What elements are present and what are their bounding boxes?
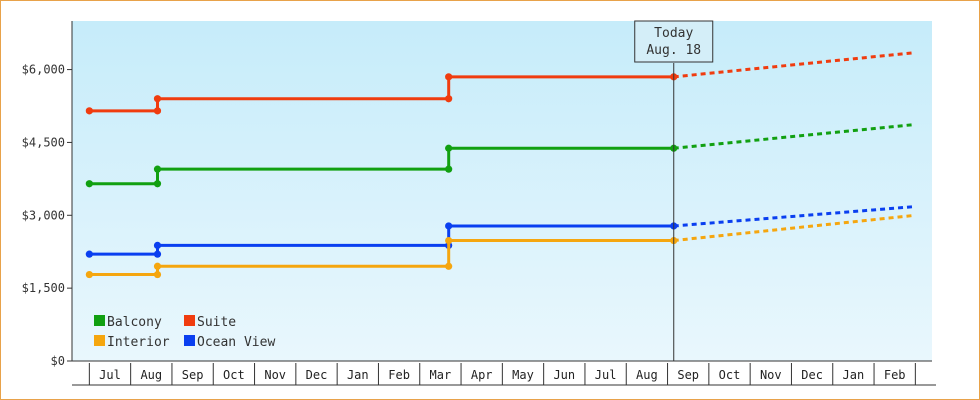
x-tick-label: Mar xyxy=(430,368,452,382)
series-forecast-ocean-view xyxy=(673,205,916,228)
series-line-ocean-view xyxy=(89,224,674,256)
y-tick-label: $0 xyxy=(51,354,65,368)
data-point-balcony xyxy=(85,180,93,188)
data-point-interior xyxy=(85,270,93,279)
data-point-suite xyxy=(445,73,453,81)
series-line-interior xyxy=(89,239,674,276)
x-tick-label: Dec xyxy=(306,368,328,382)
data-point-ocean-view xyxy=(85,250,93,258)
data-point-ocean-view xyxy=(445,222,453,230)
legend-swatch-ocean-view xyxy=(184,335,195,346)
data-point-ocean-view xyxy=(153,241,162,249)
today-label-title: Today xyxy=(654,26,693,41)
plot-background xyxy=(72,21,932,361)
x-tick-label: Jun xyxy=(553,368,575,382)
x-tick-label: Sep xyxy=(182,368,204,382)
legend-swatch-interior xyxy=(94,335,105,346)
data-point-suite xyxy=(445,95,453,103)
data-point-balcony xyxy=(153,165,162,173)
x-tick-label: Oct xyxy=(719,368,741,382)
data-point-balcony xyxy=(445,144,453,152)
y-tick-label: $4,500 xyxy=(22,135,65,149)
x-tick-label: Nov xyxy=(760,368,782,382)
data-point-suite xyxy=(85,107,93,115)
today-label-box xyxy=(634,20,714,63)
series-forecast-interior xyxy=(673,213,916,243)
x-tick-label: Jan xyxy=(843,368,865,382)
x-tick-label: Aug xyxy=(140,368,162,382)
legend-label-balcony: Balcony xyxy=(107,315,162,330)
data-point-suite xyxy=(153,107,162,115)
series-line-suite xyxy=(89,75,674,113)
x-tick-label: Feb xyxy=(884,368,906,382)
legend-label-interior: Interior xyxy=(107,335,170,350)
x-tick-label: Apr xyxy=(471,368,493,382)
legend-swatch-suite xyxy=(184,315,195,326)
data-point-ocean-view xyxy=(153,250,162,258)
data-point-balcony xyxy=(445,165,453,173)
x-tick-label: Feb xyxy=(388,368,410,382)
x-tick-label: Oct xyxy=(223,368,245,382)
y-tick-label: $6,000 xyxy=(22,63,65,77)
x-tick-label: Jul xyxy=(595,368,617,382)
data-point-interior xyxy=(153,262,162,270)
legend-label-ocean-view: Ocean View xyxy=(197,335,275,350)
series-forecast-suite xyxy=(673,51,916,79)
legend-label-suite: Suite xyxy=(197,315,236,330)
data-point-balcony xyxy=(153,180,162,188)
x-tick-label: Aug xyxy=(636,368,658,382)
x-tick-label: Nov xyxy=(264,368,286,382)
y-tick-label: $3,000 xyxy=(22,208,65,222)
data-point-interior xyxy=(445,236,453,245)
y-tick-label: $1,500 xyxy=(22,281,65,295)
legend-swatch-balcony xyxy=(94,315,105,326)
data-point-interior xyxy=(445,262,453,270)
x-tick-label: Jul xyxy=(99,368,121,382)
today-label-date: Aug. 18 xyxy=(646,43,701,58)
data-point-suite xyxy=(153,95,162,103)
x-tick-label: Dec xyxy=(801,368,823,382)
x-tick-label: May xyxy=(512,368,534,382)
series-forecast-balcony xyxy=(673,122,916,150)
x-tick-label: Sep xyxy=(677,368,699,382)
data-point-interior xyxy=(153,270,162,279)
series-line-balcony xyxy=(89,146,674,186)
x-tick-label: Jan xyxy=(347,368,369,382)
